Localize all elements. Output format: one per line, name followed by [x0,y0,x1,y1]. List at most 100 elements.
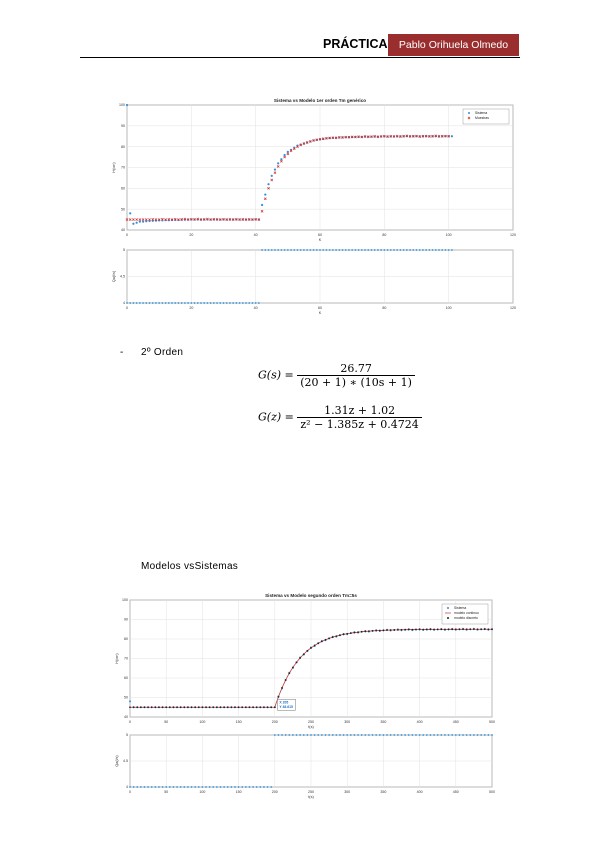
data-point [161,786,164,788]
data-point [476,734,479,736]
data-point-x [341,136,344,139]
data-point-x [302,142,306,145]
data-point-modelo-discreto [429,628,432,631]
data-point [402,249,405,251]
data-point [415,734,417,736]
data-point [230,786,233,788]
data-point-x [170,218,174,221]
data-point [328,249,331,251]
data-point [450,135,453,138]
data-point-x [411,134,415,138]
data-point [400,734,403,736]
data-point [348,249,350,251]
data-point [396,734,399,736]
data-point-modelo-discreto [158,706,160,709]
data-point [433,734,435,736]
data-point-modelo-discreto [469,628,472,631]
data-point-x [315,138,319,142]
data-point [444,249,447,251]
data-point [331,249,334,251]
data-point [235,302,238,304]
data-point [190,786,193,788]
data-point-modelo-discreto [389,629,392,631]
data-point-modelo-discreto [487,628,490,631]
y-tick-label: 70 [124,657,128,661]
data-point-modelo-discreto [244,706,247,709]
x-tick-label: 80 [382,306,386,310]
data-point-modelo-discreto [187,706,189,709]
data-point-modelo-discreto [215,706,218,709]
data-point-modelo-discreto [248,706,251,709]
data-point-modelo-discreto [212,706,215,709]
data-point [451,734,454,736]
data-point [296,249,299,251]
data-point [411,734,414,736]
data-point-x [402,134,405,138]
data-point-modelo-discreto [349,632,352,635]
data-point [126,302,128,304]
data-point [317,734,320,736]
data-point [487,734,490,736]
x-tick-label: 60 [318,306,322,310]
data-point-x [386,135,389,139]
x-tick-label: 250 [308,790,314,794]
data-point [280,249,283,251]
data-point-x [296,145,299,149]
data-point [315,249,318,251]
data-point [229,302,231,304]
data-point-x [283,155,286,159]
data-point [200,302,202,304]
data-point-modelo-discreto [404,628,407,631]
data-point-x [334,136,338,140]
y-tick-label: 40 [121,228,125,232]
legend-marker [468,112,470,114]
data-point [367,249,370,251]
data-point-modelo-discreto [335,635,338,638]
x-tick-label: 0 [129,790,131,794]
data-point [306,734,309,736]
data-point-x [154,218,158,221]
data-point [295,734,298,736]
data-point-modelo-discreto [342,633,345,636]
data-point-modelo-discreto [444,628,446,631]
data-point-x [254,217,258,221]
data-point-x [447,134,451,138]
x-tick-label: 300 [344,790,350,794]
equation-discrete-fraction: 1.31z + 1.02 z² − 1.385z + 0.4724 [297,404,422,431]
data-point [150,786,153,788]
data-point-x [135,218,138,221]
data-point-modelo-discreto [411,628,414,631]
legend-box [441,603,489,625]
x-tick-label: 500 [489,720,495,724]
data-point-x [347,135,351,139]
data-point-modelo-discreto [328,637,330,640]
data-point-x [299,143,303,147]
figure-second-order: 0 50 100 150 200 250 300 350 400 450 5004050607080… [115,593,495,799]
data-point-x [366,135,370,139]
data-point [404,734,407,736]
x-tick-label: 400 [417,790,423,794]
data-point-x [180,218,184,221]
data-point [396,249,399,251]
data-point-x [318,137,322,141]
data-point [238,302,241,304]
data-point-modelo-discreto [425,628,428,631]
data-point-modelo-discreto [436,628,439,631]
data-point [373,249,376,251]
data-point [299,249,302,251]
data-point-x [151,218,155,221]
data-point-x [354,135,357,139]
header-author-badge: Pablo Orihuela Olmedo [388,34,519,56]
data-point-modelo-discreto [143,706,146,709]
data-point [342,734,345,736]
data-point [212,786,215,788]
data-point-modelo-discreto [353,631,356,634]
data-point [483,734,486,736]
y-axis-label: Qa(l/s) [115,755,119,767]
data-point [469,734,472,736]
y-tick-label: 50 [121,207,125,211]
data-point [158,302,161,304]
data-point [322,249,325,251]
x-tick-label: 200 [272,720,278,724]
data-point [270,786,273,788]
